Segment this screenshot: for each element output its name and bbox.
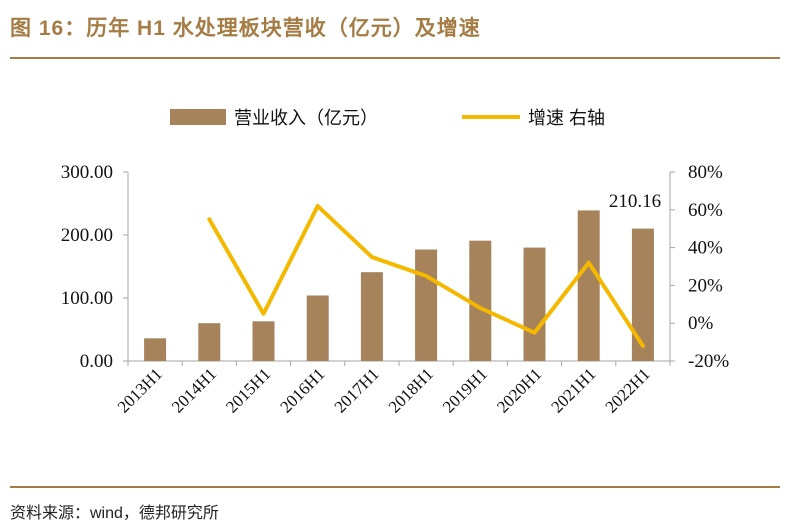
x-axis-category-label: 2017H1: [331, 364, 383, 416]
right-axis-tick-label: 80%: [688, 162, 723, 183]
revenue-bar: [144, 338, 167, 361]
x-axis-category-label: 2014H1: [168, 364, 220, 416]
x-axis-category-label: 2019H1: [439, 364, 491, 416]
revenue-bar: [577, 210, 600, 361]
right-axis-tick-label: 20%: [688, 275, 723, 296]
legend-bar-label: 营业收入（亿元）: [234, 108, 378, 128]
legend-bar-swatch: [170, 109, 226, 125]
revenue-bar: [469, 240, 492, 361]
chart: 营业收入（亿元） 增速 右轴 0.00 100.00 200.00 300.00 -20%…: [61, 108, 730, 417]
x-axis-category-label: 2021H1: [547, 364, 599, 416]
revenue-bar: [523, 247, 546, 361]
revenue-bar: [360, 272, 383, 361]
left-axis-tick-label: 300.00: [61, 162, 113, 183]
right-axis-tick-label: 60%: [688, 200, 723, 221]
left-axis-tick-label: 0.00: [80, 351, 113, 372]
footer-divider: [10, 486, 780, 488]
left-axis-tick-label: 200.00: [61, 225, 113, 246]
revenue-bar: [306, 295, 329, 361]
right-axis-tick-label: -20%: [688, 351, 729, 372]
legend-line-label: 增速 右轴: [528, 108, 605, 128]
figure-title: 图 16：历年 H1 水处理板块营收（亿元）及增速: [10, 17, 481, 40]
revenue-bar: [252, 321, 275, 361]
legend: 营业收入（亿元） 增速 右轴: [170, 108, 605, 128]
right-axis-tick-label: 40%: [688, 238, 723, 259]
x-axis-category-label: 2016H1: [276, 364, 328, 416]
x-axis-category-label: 2020H1: [493, 364, 545, 416]
x-axis-category-label: 2013H1: [114, 364, 166, 416]
x-axis-category-label: 2015H1: [222, 364, 274, 416]
left-axis-tick-label: 100.00: [61, 288, 113, 309]
labels: 210.16: [609, 191, 661, 212]
x-axis-category-label: 2022H1: [602, 364, 654, 416]
revenue-bar: [198, 323, 221, 361]
right-axis-tick-label: 0%: [688, 313, 714, 334]
line-series: [207, 204, 645, 348]
revenue-bar: [631, 228, 654, 361]
revenue-bar: [415, 249, 438, 361]
x-axis-category-label: 2018H1: [385, 364, 437, 416]
data-label-2022h1: 210.16: [609, 191, 661, 212]
source-note: 资料来源：wind，德邦研究所: [10, 505, 219, 522]
bar-series: [144, 210, 654, 361]
title-divider: [10, 57, 780, 59]
